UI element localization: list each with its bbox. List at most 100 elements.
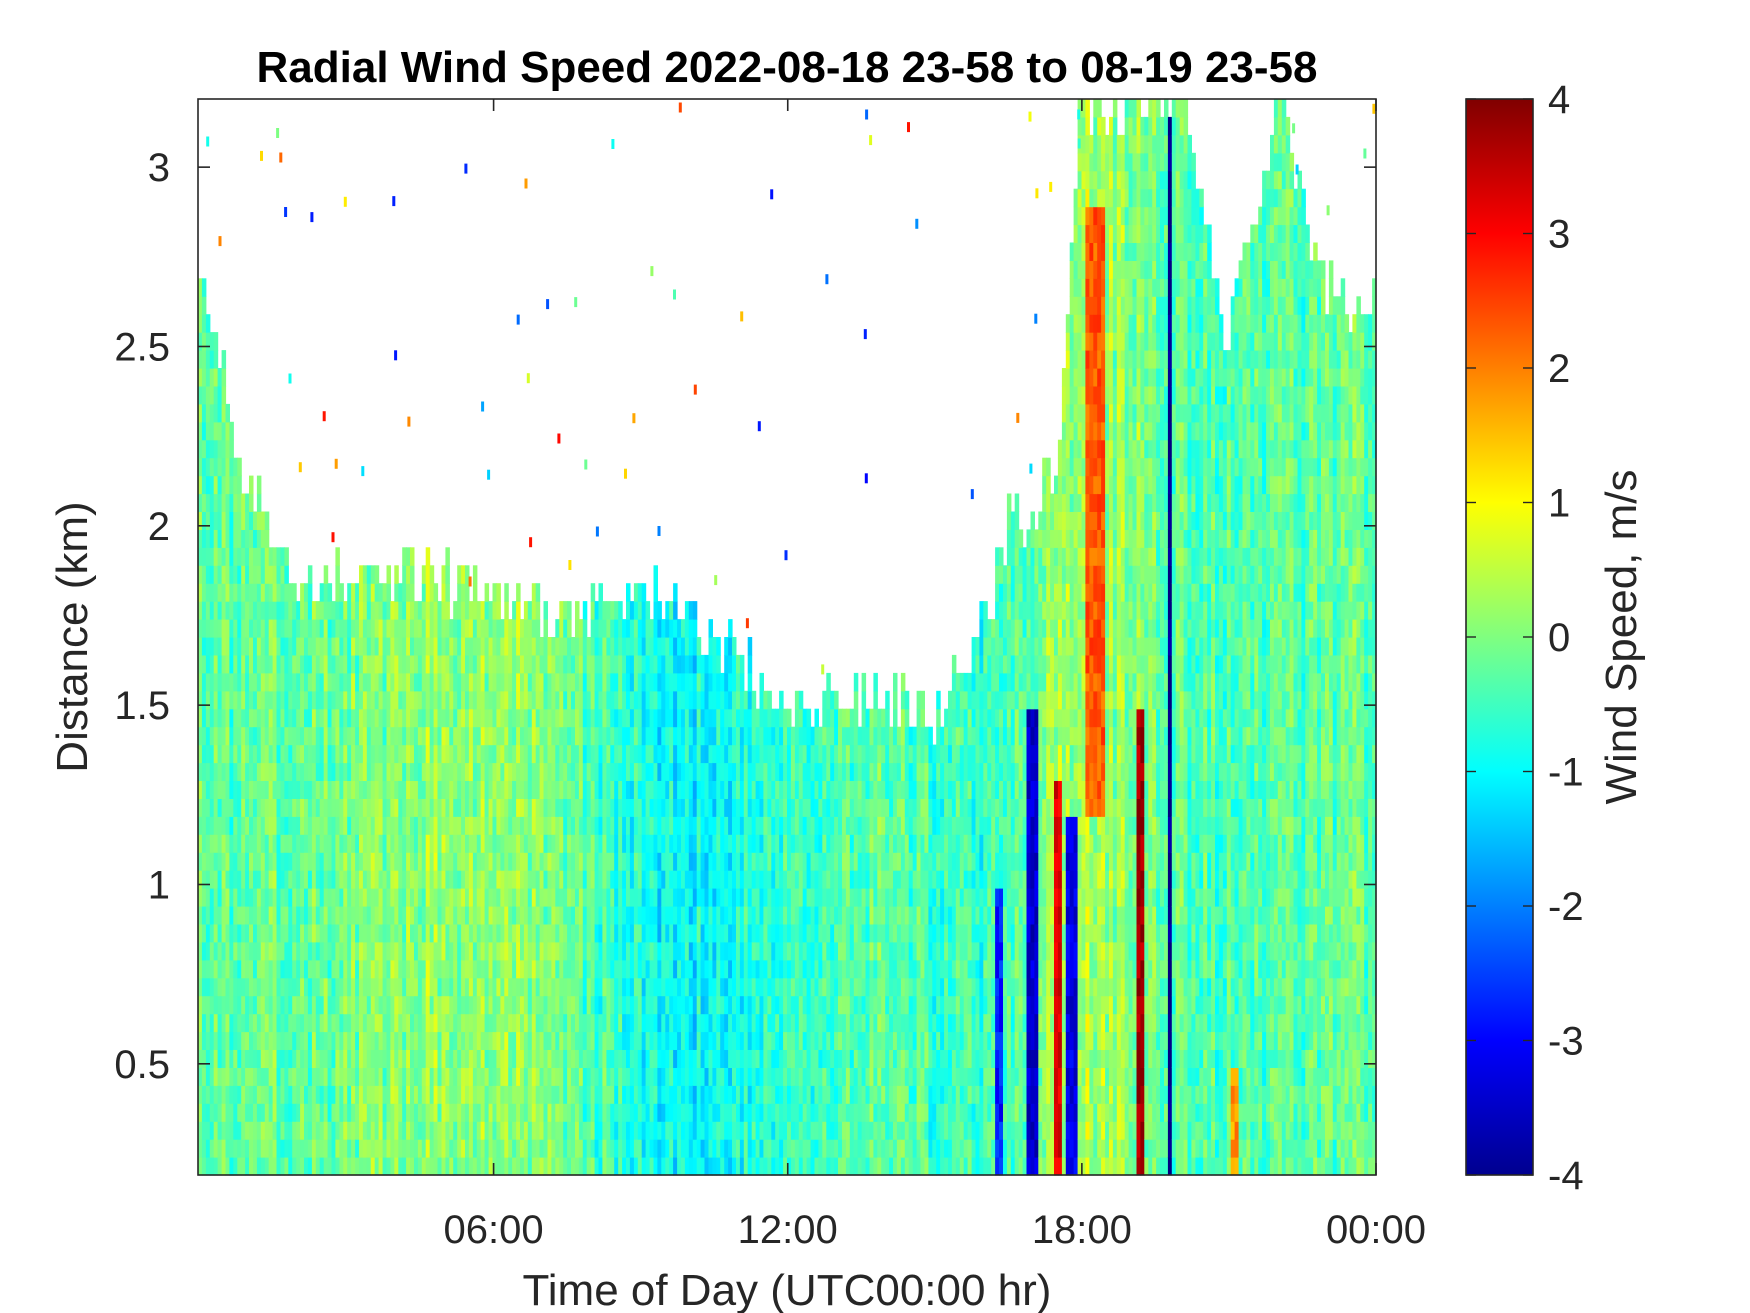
heatmap-cell [335, 870, 340, 889]
heatmap-cell [300, 601, 305, 620]
heatmap-cell [606, 780, 611, 799]
heatmap-cell [217, 690, 223, 710]
heatmap-cell [245, 870, 250, 889]
heatmap-cell [390, 1139, 395, 1158]
heatmap-cell [421, 708, 427, 728]
heatmap-cell [421, 1067, 427, 1086]
heatmap-cell [366, 1157, 372, 1176]
heatmap-cell [567, 798, 572, 817]
heatmap-cell [629, 923, 635, 943]
heatmap-cell [622, 1085, 627, 1104]
heatmap-cell [783, 1121, 788, 1140]
heatmap-cell [531, 1013, 537, 1033]
heatmap-cell [433, 744, 439, 764]
heatmap-cell [221, 726, 227, 746]
heatmap-cell [684, 762, 690, 781]
heatmap-cell [747, 852, 753, 871]
heatmap-cell [390, 601, 395, 620]
heatmap-cell [500, 1013, 505, 1033]
heatmap-cell [688, 708, 694, 728]
heatmap-cell [610, 780, 615, 799]
heatmap-cell [626, 852, 631, 871]
heatmap-cell [571, 1121, 576, 1140]
heatmap-cell [201, 977, 207, 997]
heatmap-cell [669, 870, 674, 889]
heatmap-cell [406, 941, 411, 961]
heatmap-cell [657, 959, 662, 979]
heatmap-cell [319, 977, 325, 997]
heatmap-cell [743, 995, 749, 1015]
heatmap-cell [465, 923, 470, 943]
heatmap-cell [673, 583, 678, 602]
heatmap-cell [296, 1067, 301, 1086]
heatmap-cell [264, 834, 270, 853]
heatmap-cell [241, 637, 246, 656]
heatmap-cell [445, 941, 450, 961]
heatmap-cell [629, 654, 635, 674]
heatmap-cell [217, 368, 223, 387]
heatmap-cell [775, 1121, 780, 1140]
heatmap-cell [783, 1139, 788, 1158]
heatmap-cell [465, 708, 470, 728]
heatmap-cell [429, 672, 435, 692]
heatmap-cell [253, 619, 258, 638]
heatmap-cell [637, 780, 643, 799]
heatmap-cell [445, 1157, 450, 1176]
heatmap-cell [720, 1013, 725, 1033]
heatmap-cell [563, 1157, 568, 1176]
heatmap-cell [567, 995, 572, 1015]
heatmap-cell [567, 1103, 572, 1122]
heatmap-cell [771, 816, 776, 835]
heatmap-cell [684, 834, 690, 853]
heatmap-cell [527, 601, 533, 620]
heatmap-cell [272, 654, 278, 674]
heatmap-cell [414, 1067, 419, 1086]
heatmap-cell [751, 1085, 757, 1104]
heatmap-cell [626, 1157, 631, 1176]
heatmap-cell [390, 780, 395, 799]
heatmap-cell [496, 762, 501, 781]
heatmap-cell [779, 852, 784, 871]
heatmap-cell [198, 708, 203, 728]
heatmap-cell [661, 923, 666, 943]
heatmap-cell [649, 977, 655, 997]
heatmap-cell [492, 672, 497, 692]
heatmap-cell [492, 816, 497, 835]
heatmap-cell [787, 1139, 792, 1158]
heatmap-cell [657, 726, 662, 746]
heatmap-cell [461, 1121, 466, 1140]
heatmap-cell [590, 1103, 596, 1122]
heatmap-cell [771, 744, 776, 764]
heatmap-cell [669, 888, 674, 907]
heatmap-cell [508, 762, 513, 781]
heatmap-cell [437, 834, 442, 853]
heatmap-cell [311, 1157, 317, 1176]
heatmap-cell [520, 923, 525, 943]
heatmap-cell [661, 780, 666, 799]
heatmap-cell [755, 1139, 761, 1158]
heatmap-cell [661, 977, 666, 997]
heatmap-cell [696, 1013, 702, 1033]
heatmap-cell [264, 726, 270, 746]
heatmap-cell [633, 1067, 639, 1086]
heatmap-cell [535, 923, 541, 943]
heatmap-cell [390, 941, 395, 961]
heatmap-cell [300, 654, 305, 674]
heatmap-cell [775, 1013, 780, 1033]
heatmap-cell [201, 906, 207, 925]
heatmap-cell [272, 1103, 278, 1122]
heatmap-cell [602, 1085, 607, 1104]
heatmap-cell [414, 1085, 419, 1104]
heatmap-cell [429, 923, 435, 943]
heatmap-cell [476, 762, 482, 781]
heatmap-cell [747, 690, 753, 710]
heatmap-cell [394, 744, 399, 764]
heatmap-cell [508, 780, 513, 799]
heatmap-cell [264, 654, 270, 674]
heatmap-cell [370, 995, 376, 1015]
heatmap-cell [622, 995, 627, 1015]
heatmap-cell [229, 977, 234, 997]
heatmap-cell [343, 959, 348, 979]
heatmap-cell [461, 654, 466, 674]
heatmap-cell [480, 1013, 486, 1033]
